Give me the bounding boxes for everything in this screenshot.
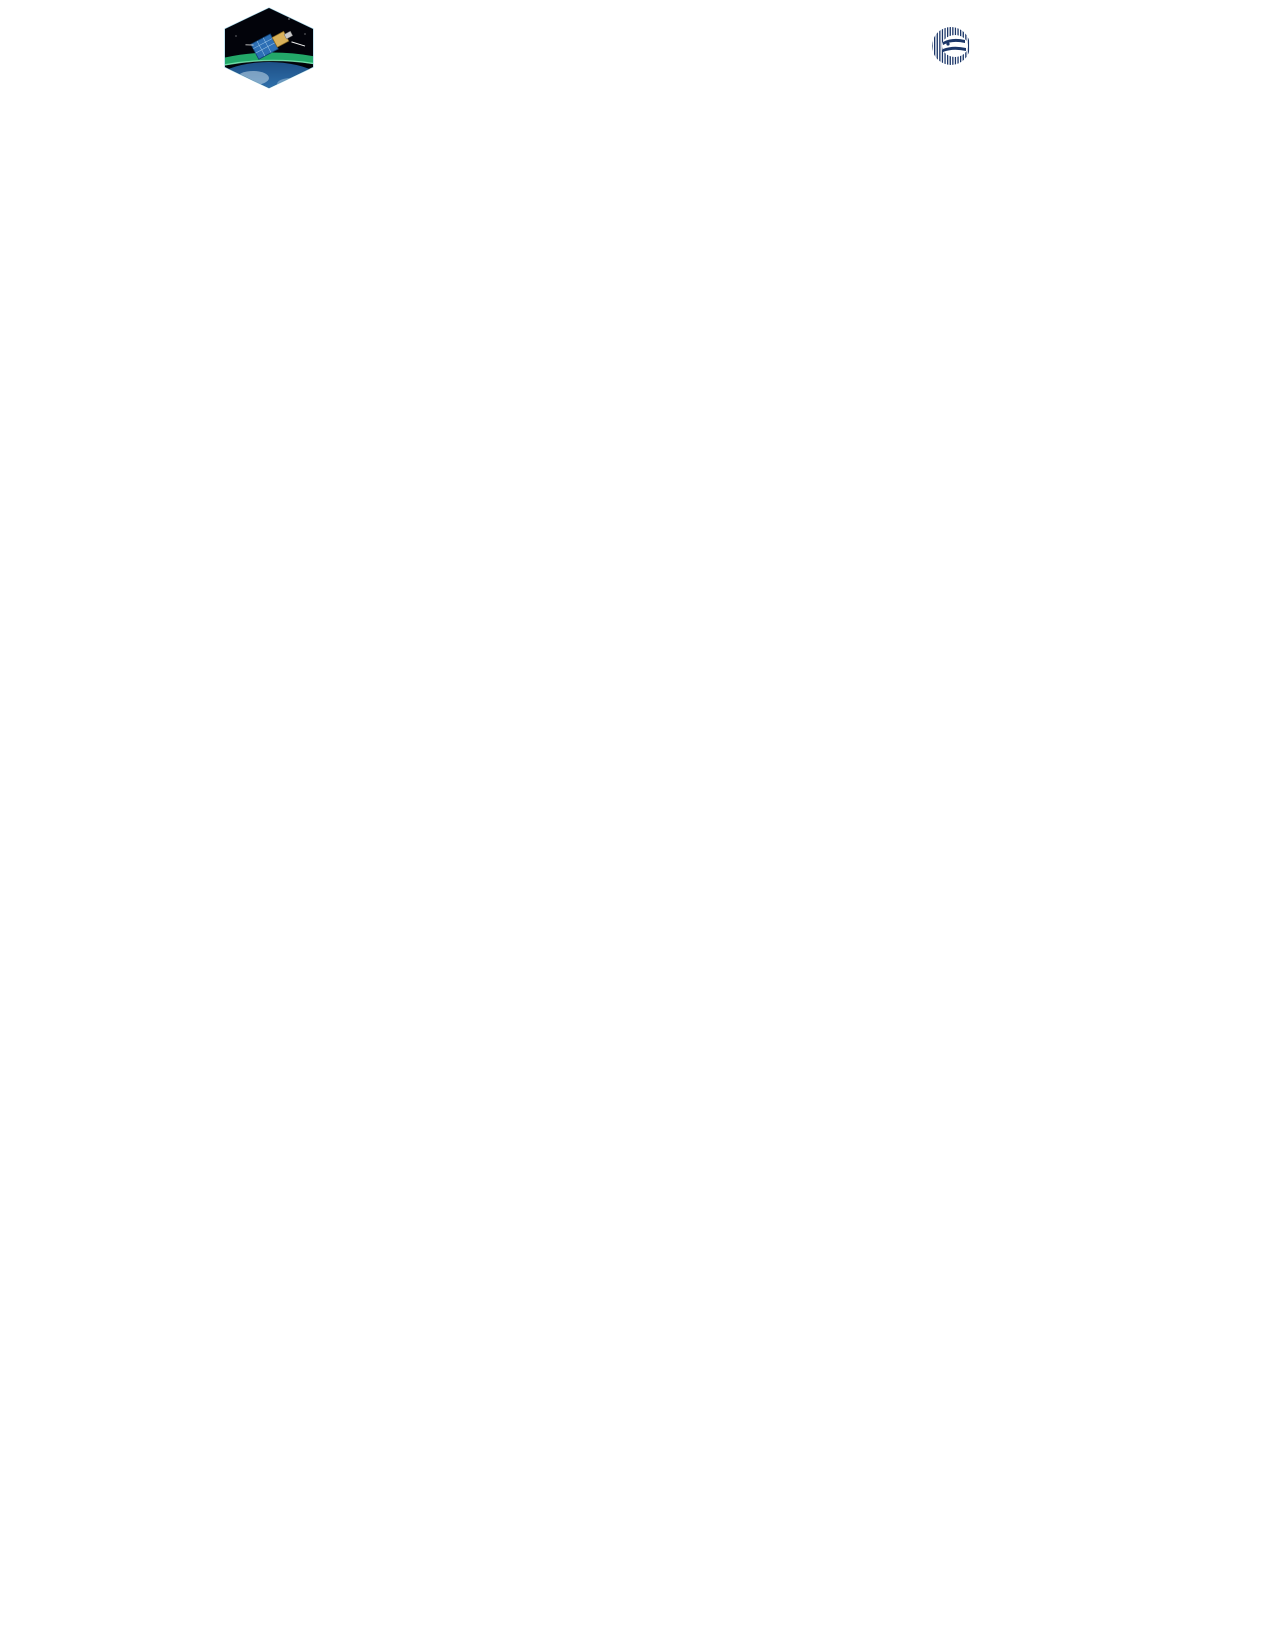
- esa-logo-icon: [932, 27, 970, 65]
- cassiope-mission-patch-icon: [224, 7, 314, 89]
- page-header: [0, 0, 1275, 90]
